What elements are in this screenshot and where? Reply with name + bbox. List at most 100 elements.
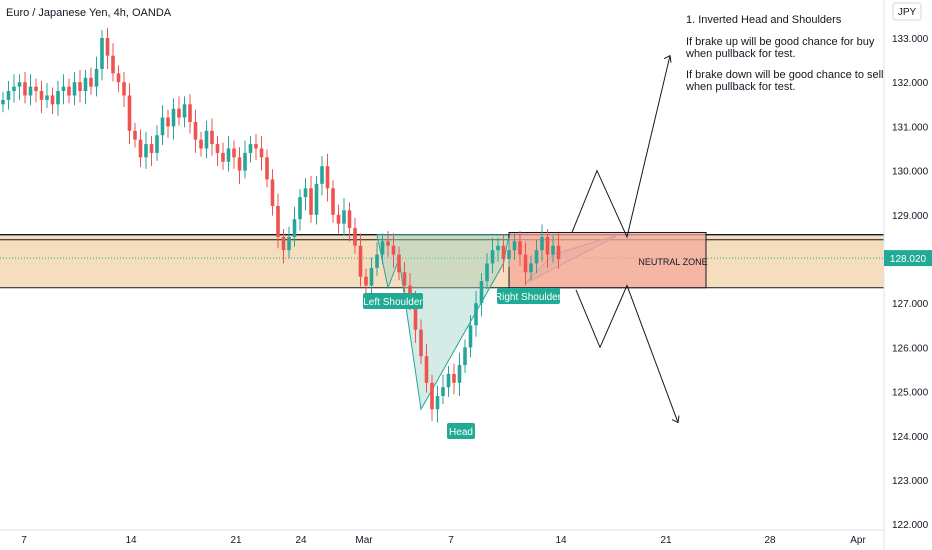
candle-body bbox=[122, 82, 126, 96]
candle-body bbox=[259, 148, 264, 158]
candle-body bbox=[380, 241, 385, 255]
price-tick-label: 133.000 bbox=[892, 34, 929, 45]
candle-body bbox=[479, 281, 484, 304]
time-tick-label: 14 bbox=[555, 535, 567, 546]
time-tick-label: 14 bbox=[125, 535, 137, 546]
candle-body bbox=[23, 82, 27, 96]
last-price-value: 128.020 bbox=[890, 254, 927, 265]
time-axis[interactable]: 7 14 21 24 Mar 7 14 21 28 Apr bbox=[21, 535, 866, 546]
price-tick-label: 125.000 bbox=[892, 388, 929, 399]
candle-body bbox=[375, 254, 379, 268]
candle-body bbox=[116, 73, 121, 83]
price-tick-label: 123.000 bbox=[892, 476, 929, 487]
candle-body bbox=[518, 241, 522, 255]
candle-body bbox=[452, 373, 456, 383]
right-shoulder-label: Right Shoulder bbox=[495, 292, 562, 303]
candle-body bbox=[215, 144, 220, 153]
candle-body bbox=[424, 356, 429, 383]
candle-body bbox=[177, 108, 181, 118]
left-shoulder-tag bbox=[363, 293, 423, 309]
price-tick-label: 122.000 bbox=[892, 520, 929, 531]
candle-body bbox=[56, 91, 60, 105]
candle-body bbox=[6, 91, 11, 100]
candle-body bbox=[358, 245, 363, 277]
candle-body bbox=[430, 382, 434, 410]
candle-body bbox=[67, 86, 71, 96]
candle-body bbox=[50, 95, 55, 105]
candle-body bbox=[39, 91, 44, 100]
projection-up-path bbox=[571, 55, 671, 239]
right-shoulder-tag bbox=[497, 288, 560, 304]
price-axis[interactable]: 133.000 132.000 131.000 130.000 129.000 128.0… bbox=[892, 34, 929, 531]
candle-body bbox=[446, 373, 451, 388]
candle-body bbox=[1, 99, 5, 105]
candle-body bbox=[364, 276, 368, 286]
candle-body bbox=[160, 117, 165, 136]
candle-body bbox=[369, 267, 374, 286]
candle-body bbox=[149, 144, 154, 153]
price-tick-label: 124.000 bbox=[892, 432, 929, 443]
candle-body bbox=[127, 95, 132, 131]
candle-body bbox=[83, 77, 88, 92]
candle-body bbox=[540, 236, 544, 251]
candle-body bbox=[100, 38, 104, 69]
currency-badge[interactable] bbox=[892, 2, 922, 21]
candle-body bbox=[276, 205, 280, 237]
price-tick-label: 129.000 bbox=[892, 211, 929, 222]
note-line-6: If brake down will be good chance to sel… bbox=[686, 69, 884, 81]
candle-body bbox=[248, 144, 253, 153]
candle-body bbox=[413, 298, 418, 330]
candle-body bbox=[232, 148, 236, 158]
currency-label: JPY bbox=[898, 7, 917, 18]
candle-body bbox=[551, 245, 555, 255]
candle-body bbox=[28, 86, 33, 96]
candle-body bbox=[457, 365, 462, 383]
candle-body bbox=[254, 144, 258, 149]
time-tick-label: Mar bbox=[355, 535, 373, 546]
time-tick-label: 21 bbox=[230, 535, 242, 546]
candle-body bbox=[17, 82, 22, 87]
candles-group bbox=[1, 27, 561, 423]
candle-body bbox=[188, 104, 192, 122]
candle-body bbox=[507, 250, 511, 259]
price-tick-label: 131.000 bbox=[892, 122, 929, 133]
price-tick-label: 130.000 bbox=[892, 167, 929, 178]
candle-body bbox=[89, 77, 93, 87]
neutral-zone-band bbox=[0, 234, 884, 288]
candle-body bbox=[342, 210, 346, 224]
candle-body bbox=[265, 157, 269, 180]
head-label: Head bbox=[449, 427, 473, 438]
projection-down-path bbox=[575, 284, 679, 423]
candle-body bbox=[45, 95, 49, 100]
neutral-zone-label: NEUTRAL ZONE bbox=[638, 257, 707, 267]
time-tick-label: 24 bbox=[295, 535, 307, 546]
last-price-tag bbox=[884, 250, 932, 267]
candle-body bbox=[529, 263, 533, 273]
candle-body bbox=[336, 214, 341, 224]
candle-body bbox=[386, 241, 390, 246]
candle-body bbox=[523, 254, 528, 273]
candle-body bbox=[237, 157, 242, 171]
candle-body bbox=[512, 241, 517, 251]
time-tick-label: 7 bbox=[448, 535, 454, 546]
candle-body bbox=[485, 263, 489, 282]
price-tick-label: 127.000 bbox=[892, 299, 929, 310]
candle-body bbox=[441, 387, 445, 397]
candle-body bbox=[281, 236, 286, 251]
candle-body bbox=[325, 166, 330, 189]
candle-body bbox=[133, 130, 137, 140]
candle-body bbox=[144, 144, 148, 158]
candle-body bbox=[270, 179, 275, 206]
candle-body bbox=[105, 38, 110, 56]
head-tag bbox=[447, 423, 475, 439]
candle-body bbox=[226, 148, 231, 162]
candle-body bbox=[331, 188, 335, 215]
candle-body bbox=[111, 55, 115, 74]
candle-body bbox=[171, 108, 176, 127]
candle-body bbox=[490, 250, 495, 264]
candle-body bbox=[501, 245, 506, 259]
candle-body bbox=[468, 325, 473, 348]
candle-body bbox=[221, 152, 225, 162]
candle-body bbox=[210, 130, 214, 145]
